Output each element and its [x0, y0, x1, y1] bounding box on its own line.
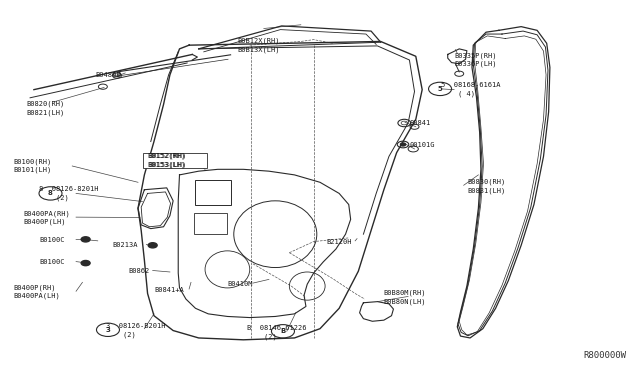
Text: B0100(RH)
B0101(LH): B0100(RH) B0101(LH): [13, 158, 52, 173]
Text: B0B12X(RH)
B0B13X(LH): B0B12X(RH) B0B13X(LH): [237, 38, 280, 53]
Text: B0100C: B0100C: [39, 237, 65, 243]
Text: B0820(RH)
B0821(LH): B0820(RH) B0821(LH): [26, 101, 65, 116]
Text: B0400P(RH)
B0400PA(LH): B0400P(RH) B0400PA(LH): [13, 284, 60, 299]
Text: 00101G: 00101G: [410, 142, 435, 148]
Text: B  08146-61226
    (2): B 08146-61226 (2): [246, 325, 306, 340]
Text: B0841+A: B0841+A: [154, 287, 184, 293]
Bar: [195, 180, 230, 205]
Text: 3  08126-B201H
    (2): 3 08126-B201H (2): [106, 323, 166, 338]
FancyBboxPatch shape: [143, 153, 207, 168]
Text: 8: 8: [48, 190, 53, 196]
Text: B0100C: B0100C: [39, 259, 65, 265]
Text: B2120H: B2120H: [326, 238, 352, 245]
Text: B0830(RH)
B0831(LH): B0830(RH) B0831(LH): [467, 179, 505, 193]
Circle shape: [81, 237, 90, 242]
Text: B0480E: B0480E: [95, 72, 121, 78]
Text: B0213A: B0213A: [113, 242, 138, 248]
Text: 5  08168-6161A
    ( 4): 5 08168-6161A ( 4): [442, 82, 501, 97]
Text: B0400PA(RH)
B0400P(LH): B0400PA(RH) B0400P(LH): [23, 210, 70, 225]
Text: B: B: [280, 328, 285, 334]
Bar: [193, 213, 227, 234]
Text: B0152(RH)
B0153(LH): B0152(RH) B0153(LH): [149, 153, 187, 168]
Text: B0B80M(RH)
B0B80N(LH): B0B80M(RH) B0B80N(LH): [384, 290, 426, 305]
Text: B0152(RH)
B0153(LH): B0152(RH) B0153(LH): [148, 153, 186, 167]
Text: 8  08126-8201H
    (2): 8 08126-8201H (2): [39, 186, 99, 201]
Text: B0410M: B0410M: [227, 281, 253, 287]
Text: R800000W: R800000W: [584, 351, 627, 360]
Circle shape: [401, 143, 406, 146]
Circle shape: [81, 260, 90, 266]
Circle shape: [148, 243, 157, 248]
Text: 3: 3: [106, 327, 111, 333]
Text: B0335P(RH)
B0336P(LH): B0335P(RH) B0336P(LH): [454, 52, 497, 67]
Text: 5: 5: [438, 86, 442, 92]
Text: 80841: 80841: [410, 120, 431, 126]
Text: B0862: B0862: [129, 268, 150, 274]
